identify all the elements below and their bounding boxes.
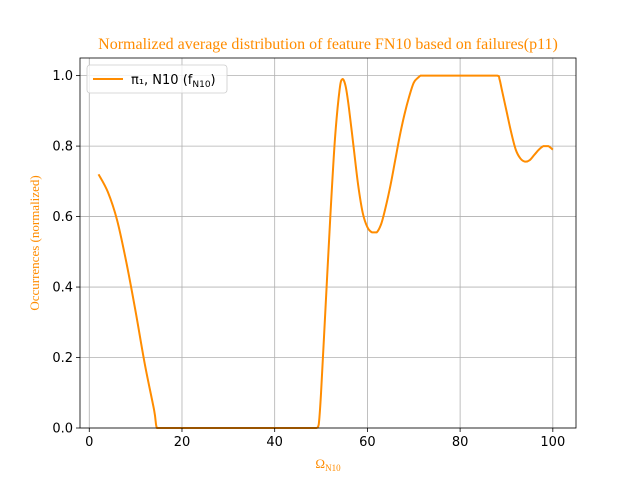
y-tick-label: 0.0	[52, 422, 73, 437]
x-tick-label: 40	[266, 435, 283, 450]
legend-series-label: π₁, N10 (fN10)	[131, 73, 216, 90]
plot-frame	[79, 57, 577, 429]
chart-title: Normalized average distribution of featu…	[98, 36, 558, 53]
x-tick-label: 0	[85, 435, 93, 450]
x-axis-label: ΩN10	[315, 456, 341, 473]
legend-label-suffix: )	[211, 73, 216, 88]
legend-box	[86, 64, 228, 94]
y-axis-label: Occurrences (normalized)	[27, 175, 42, 310]
y-tick-label: 1.0	[52, 69, 73, 84]
x-axis-label-main: Ω	[315, 456, 325, 471]
y-tick-label: 0.8	[52, 140, 73, 155]
y-tick-label: 0.4	[52, 281, 73, 296]
x-axis: 0 20 40 60 80 100	[85, 428, 565, 450]
legend-label-subscript: N10	[192, 80, 210, 90]
y-axis: 0.0 0.2 0.4 0.6 0.8 1.0	[52, 69, 80, 437]
x-tick-label: 100	[540, 435, 565, 450]
series-line	[97, 74, 554, 429]
series-layer	[97, 74, 554, 429]
y-tick-label: 0.2	[52, 351, 73, 366]
x-tick-label: 20	[174, 435, 191, 450]
x-tick-label: 60	[359, 435, 376, 450]
x-tick-label: 80	[452, 435, 469, 450]
legend-label-main: π₁, N10 (f	[131, 73, 193, 88]
legend: π₁, N10 (fN10)	[86, 64, 228, 94]
y-tick-label: 0.6	[52, 210, 73, 225]
x-axis-label-subscript: N10	[325, 463, 341, 473]
